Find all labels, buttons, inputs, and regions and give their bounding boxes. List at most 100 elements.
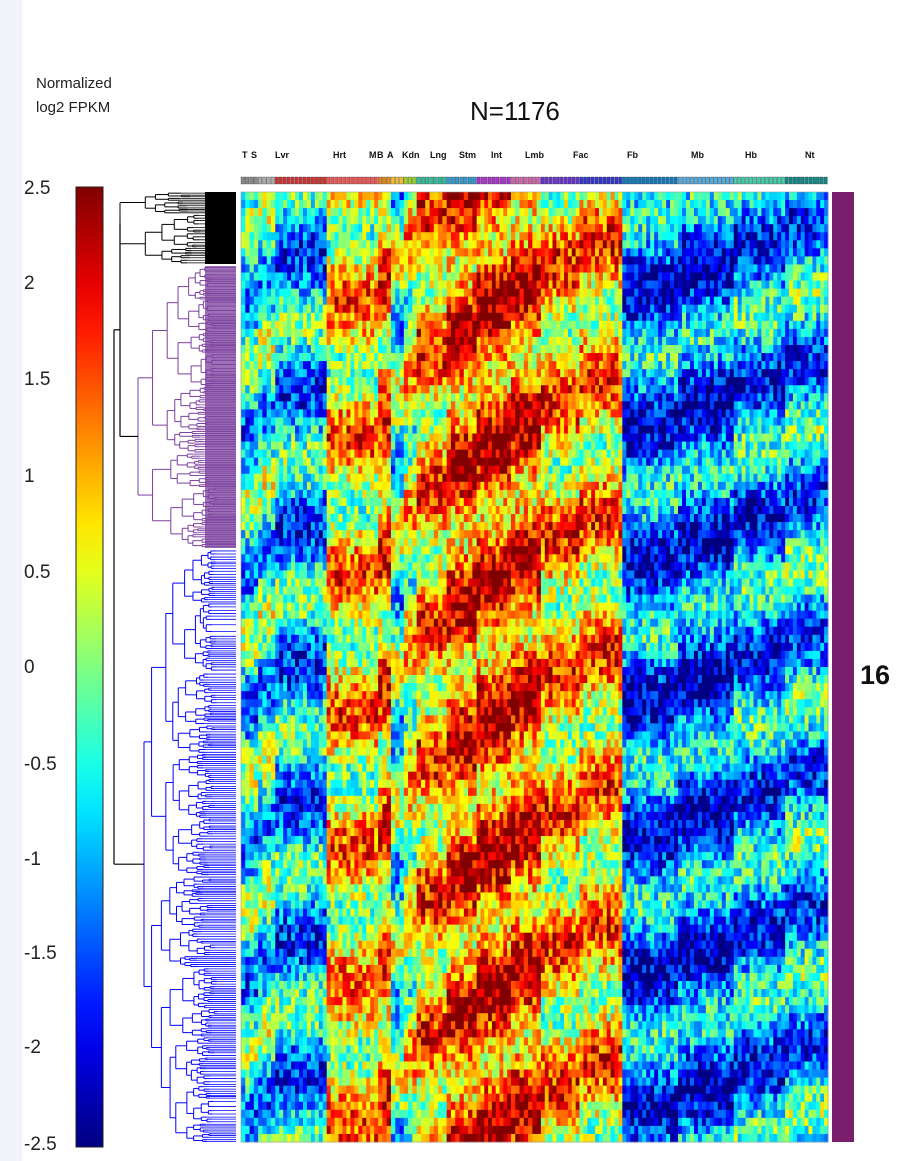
heatmap-cell	[334, 441, 339, 451]
heatmap-cell	[330, 344, 336, 354]
heatmap-cell	[302, 578, 308, 587]
heatmap-cell	[306, 989, 312, 998]
heatmap-cell	[299, 828, 304, 837]
heatmap-cell	[306, 514, 312, 523]
heatmap-cell	[338, 248, 343, 257]
heatmap-cell	[342, 771, 347, 781]
heatmap-cell	[262, 868, 268, 877]
heatmap-cell	[326, 844, 332, 853]
heatmap-cell	[334, 940, 339, 950]
heatmap-cell	[283, 216, 288, 225]
heatmap-cell	[270, 908, 276, 917]
heatmap-cell	[295, 594, 300, 603]
heatmap-cell	[253, 964, 259, 974]
heatmap-cell	[275, 828, 280, 837]
heatmap-cell	[287, 1109, 292, 1119]
heatmap-cell	[330, 441, 336, 451]
colorbar-tick: 0	[24, 657, 35, 678]
heatmap-cell	[249, 1053, 255, 1062]
heatmap-cell	[262, 280, 268, 290]
heatmap-cell	[306, 763, 312, 773]
heatmap-cell	[258, 1069, 263, 1078]
heatmap-cell	[322, 763, 328, 773]
heatmap-cell	[299, 731, 304, 740]
heatmap-cell	[318, 924, 324, 934]
heatmap-cell	[241, 1029, 246, 1038]
heatmap-cell	[295, 828, 300, 837]
heatmap-cell	[266, 892, 272, 901]
heatmap-cell	[266, 1053, 272, 1062]
heatmap-cell	[334, 948, 339, 958]
heatmap-cell	[299, 1037, 304, 1046]
heatmap-cell	[279, 1093, 284, 1103]
heatmap-cell	[338, 650, 343, 660]
heatmap-cell	[270, 779, 276, 789]
heatmap-cell	[326, 361, 332, 370]
heatmap-cell	[275, 948, 280, 958]
heatmap-cell	[270, 1069, 276, 1078]
heatmap-cell	[283, 667, 288, 676]
heatmap-cell	[283, 908, 288, 917]
heatmap-cell	[346, 787, 351, 797]
heatmap-cell	[350, 280, 355, 290]
heatmap-cell	[326, 650, 332, 660]
heatmap-cell	[302, 852, 308, 861]
heatmap-cell	[291, 578, 296, 587]
heatmap-cell	[258, 771, 263, 781]
heatmap-cell	[275, 1045, 280, 1054]
heatmap-cell	[253, 393, 259, 402]
heatmap-cell	[342, 1109, 347, 1119]
heatmap-cell	[287, 715, 292, 724]
heatmap-cell	[253, 417, 259, 426]
heatmap-cell	[266, 1021, 272, 1030]
heatmap-cell	[330, 312, 336, 322]
heatmap-cell	[291, 658, 296, 668]
heatmap-cell	[283, 1045, 288, 1054]
heatmap-cell	[283, 562, 288, 571]
heatmap-cell	[266, 715, 272, 724]
heatmap-cell	[338, 1029, 343, 1038]
heatmap-cell	[275, 755, 280, 765]
heatmap-cell	[326, 1045, 332, 1054]
heatmap-cell	[245, 586, 250, 595]
heatmap-cell	[318, 699, 324, 708]
heatmap-cell	[262, 747, 268, 756]
heatmap-cell	[245, 1069, 250, 1078]
heatmap-cell	[245, 731, 250, 740]
heatmap-cell	[338, 288, 343, 298]
heatmap-cell	[330, 691, 336, 700]
heatmap-cell	[310, 296, 316, 306]
heatmap-cell	[266, 868, 272, 877]
heatmap-cell	[318, 844, 324, 853]
heatmap-cell	[266, 272, 272, 281]
heatmap-cell	[318, 586, 324, 595]
heatmap-cell	[314, 1133, 320, 1143]
heatmap-cell	[330, 707, 336, 716]
heatmap-cell	[270, 836, 276, 845]
heatmap-cell	[322, 610, 328, 620]
heatmap-cell	[245, 634, 250, 644]
heatmap-cell	[266, 280, 272, 290]
heatmap-cell	[241, 208, 246, 217]
heatmap-cell	[279, 819, 284, 829]
heatmap-cell	[287, 876, 292, 885]
heatmap-cell	[279, 1109, 284, 1119]
heatmap-cell	[249, 192, 255, 201]
heatmap-cell	[314, 997, 320, 1006]
heatmap-cell	[245, 280, 250, 290]
heatmap-cell	[318, 731, 324, 740]
heatmap-cell	[287, 1013, 292, 1022]
heatmap-cell	[245, 602, 250, 612]
heatmap-cell	[253, 1013, 259, 1022]
heatmap-cell	[241, 594, 246, 603]
heatmap-cell	[295, 489, 300, 499]
heatmap-cell	[295, 312, 300, 322]
heatmap-cell	[295, 787, 300, 797]
heatmap-cell	[306, 795, 312, 805]
heatmap-cell	[270, 980, 276, 990]
heatmap-cell	[283, 844, 288, 853]
heatmap-cell	[326, 876, 332, 885]
heatmap-cell	[326, 819, 332, 829]
heatmap-cell	[283, 707, 288, 716]
heatmap-cell	[283, 811, 288, 821]
